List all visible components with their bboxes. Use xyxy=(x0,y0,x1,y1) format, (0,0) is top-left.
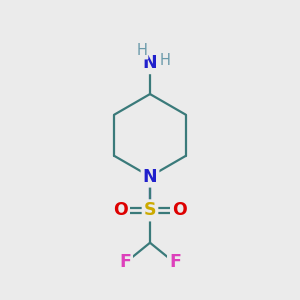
Text: F: F xyxy=(119,253,131,271)
Text: H: H xyxy=(160,53,171,68)
Text: O: O xyxy=(172,201,187,219)
Text: H: H xyxy=(136,43,147,58)
Text: O: O xyxy=(113,201,128,219)
Text: S: S xyxy=(144,201,156,219)
Text: N: N xyxy=(143,167,157,185)
Text: N: N xyxy=(143,54,157,72)
Text: F: F xyxy=(169,253,181,271)
